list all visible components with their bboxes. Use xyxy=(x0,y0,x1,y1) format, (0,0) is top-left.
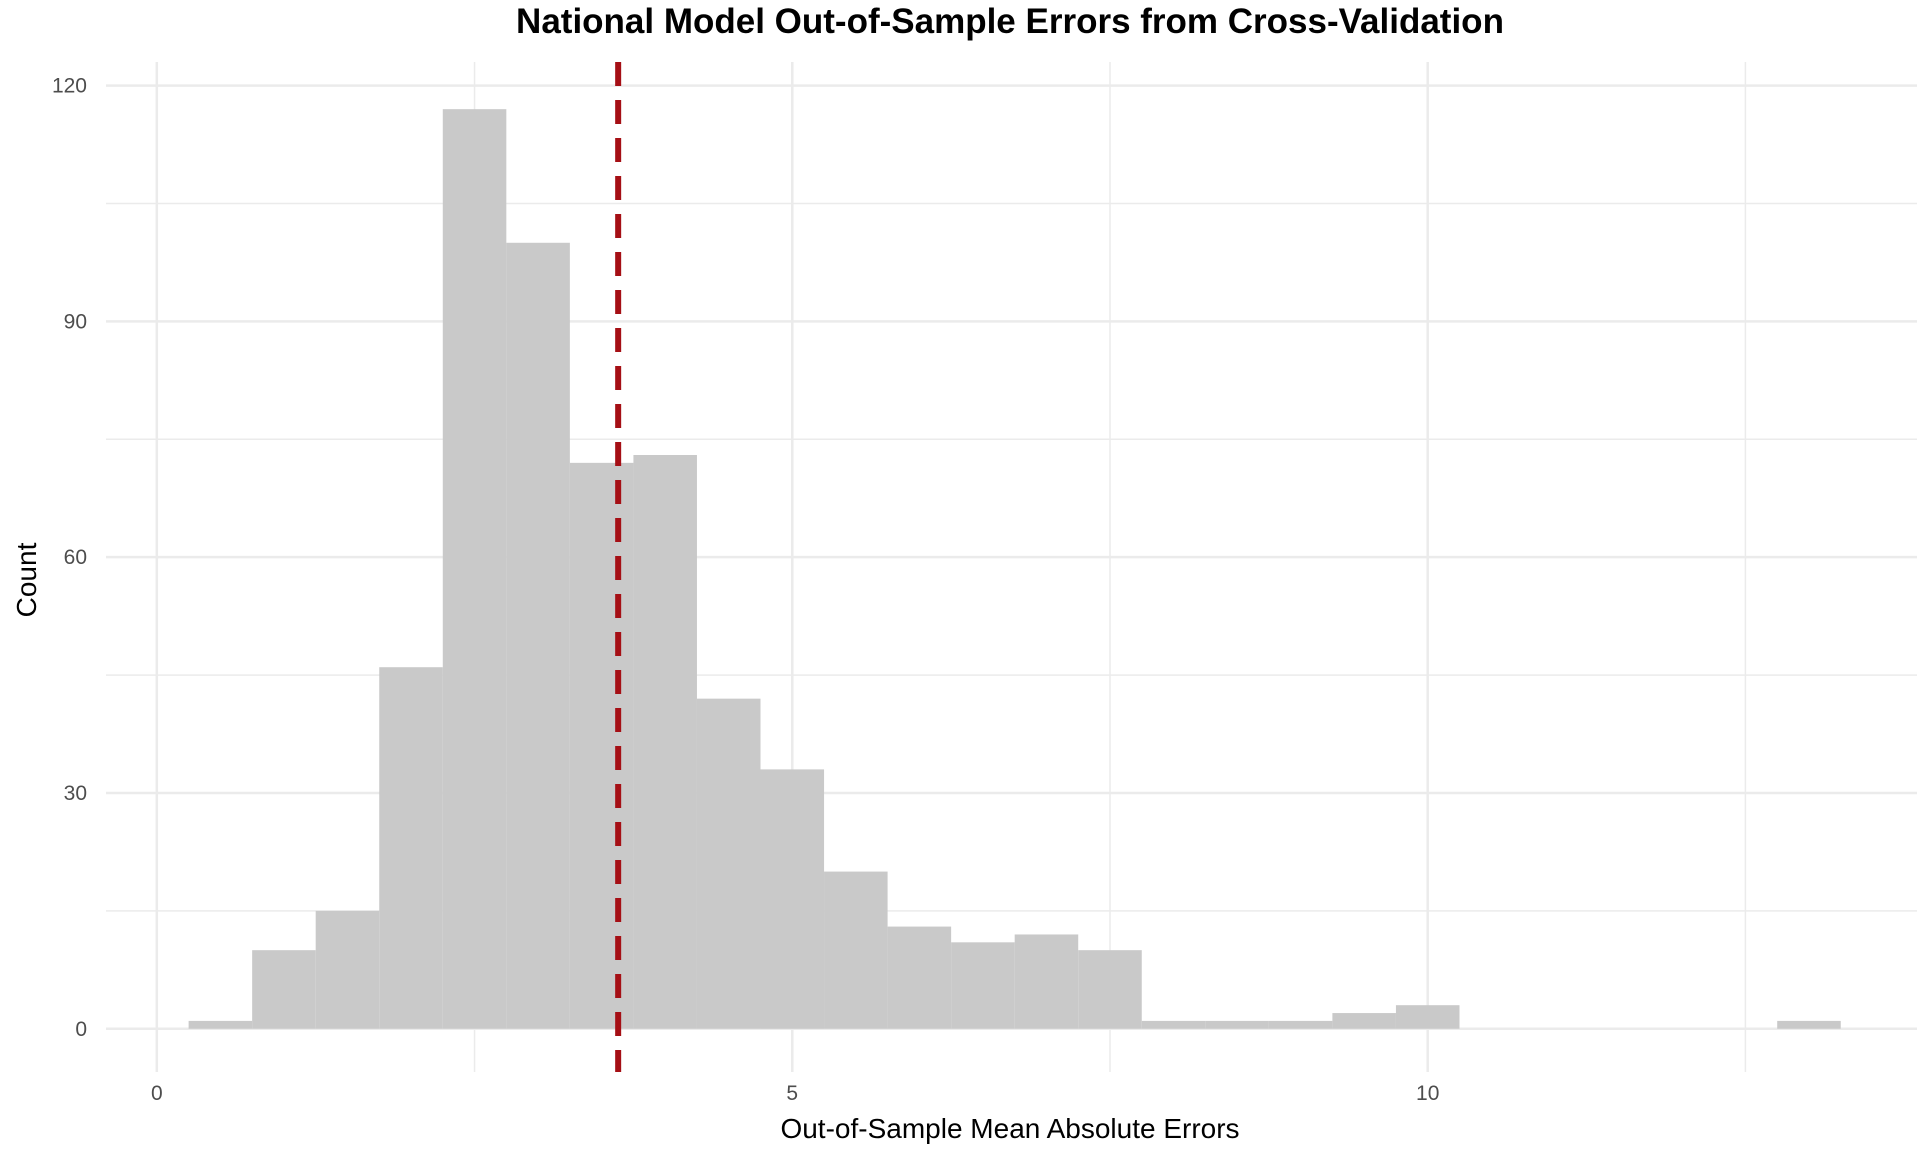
histogram-bar xyxy=(1141,1020,1206,1029)
histogram-bars xyxy=(188,109,1841,1029)
y-tick-label: 90 xyxy=(64,310,87,333)
histogram-bar xyxy=(760,769,825,1029)
histogram-bar xyxy=(887,926,952,1029)
histogram-bar xyxy=(824,871,888,1029)
y-tick-label: 30 xyxy=(64,782,87,805)
histogram-bar xyxy=(696,698,761,1029)
histogram-bar xyxy=(1395,1005,1460,1029)
histogram-bar xyxy=(1205,1020,1269,1029)
tick-labels: 0 5 10 0 30 60 90 120 xyxy=(52,75,1439,1105)
histogram-bar xyxy=(252,950,316,1029)
y-tick-label: 120 xyxy=(52,75,87,98)
x-tick-label: 5 xyxy=(786,1082,798,1105)
x-axis-title: Out-of-Sample Mean Absolute Errors xyxy=(780,1113,1239,1144)
histogram-bar xyxy=(379,667,443,1029)
histogram-bar xyxy=(569,462,634,1029)
y-tick-label: 0 xyxy=(75,1018,87,1041)
histogram-bar xyxy=(315,910,380,1029)
histogram-bar xyxy=(1014,934,1079,1029)
x-tick-label: 10 xyxy=(1416,1082,1439,1105)
x-tick-label: 0 xyxy=(151,1082,163,1105)
histogram-bar xyxy=(1078,950,1142,1029)
y-axis-title: Count xyxy=(11,542,42,617)
histogram-bar xyxy=(1777,1020,1841,1029)
histogram-bar xyxy=(442,109,507,1029)
histogram-bar xyxy=(1332,1013,1396,1029)
histogram-bar xyxy=(1268,1020,1333,1029)
histogram-bar xyxy=(188,1020,253,1029)
histogram-bar xyxy=(951,942,1015,1029)
histogram-bar xyxy=(633,454,697,1029)
chart-title: National Model Out-of-Sample Errors from… xyxy=(516,2,1504,41)
y-tick-label: 60 xyxy=(64,546,87,569)
histogram-bar xyxy=(506,242,570,1029)
